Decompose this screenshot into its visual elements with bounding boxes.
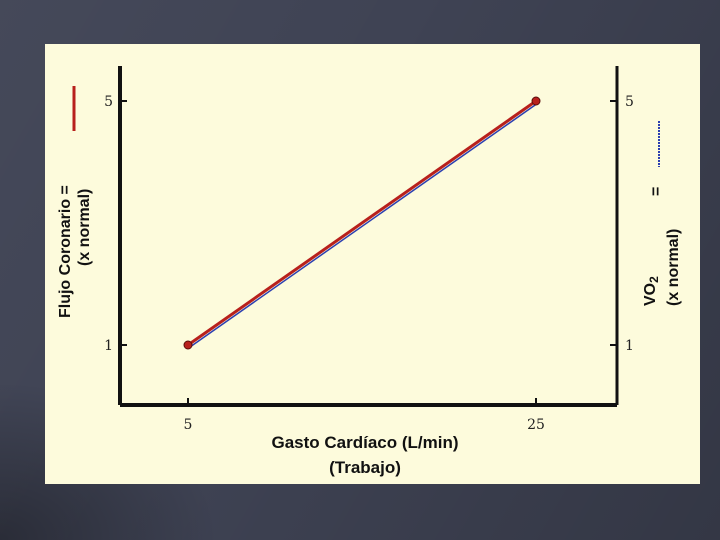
axes-group: [118, 66, 619, 407]
left-axis-label-line2: (x normal): [76, 188, 93, 266]
series-group: [183, 96, 541, 350]
left-axis-label-line1: Flujo Coronario =: [57, 185, 74, 318]
series-point-0: [183, 340, 193, 350]
right-axis-label-sub: 2: [647, 276, 661, 283]
series-point-1: [531, 96, 541, 106]
right-tick-label-0: 1: [625, 338, 634, 354]
right-tick-label-1: 5: [625, 94, 634, 110]
right-axis-equals-sign: =: [648, 186, 665, 196]
x-axis-label-line1: Gasto Cardíaco (L/min): [271, 433, 459, 452]
left-axis-label: Flujo Coronario = (x normal): [56, 185, 94, 318]
chart-panel: [45, 44, 700, 484]
series-line-flujo-coronario: [187, 99, 537, 347]
left-tick-label-0: 1: [104, 338, 113, 354]
ticks-group: 5 25 1 5 1 5: [104, 94, 634, 433]
right-axis-label-line2: (x normal): [665, 228, 682, 306]
x-tick-label-1: 25: [527, 417, 545, 433]
right-axis-label-main: VO: [642, 282, 659, 306]
left-tick-label-1: 5: [104, 94, 113, 110]
x-axis-label: Gasto Cardíaco (L/min) (Trabajo): [230, 430, 500, 480]
legend-marks-group: [72, 86, 660, 167]
right-axis-label: VO2 (x normal): [641, 229, 683, 306]
series-line-vo2: [189, 102, 539, 348]
x-axis-label-line2: (Trabajo): [329, 458, 401, 477]
x-tick-label-0: 5: [184, 417, 193, 433]
